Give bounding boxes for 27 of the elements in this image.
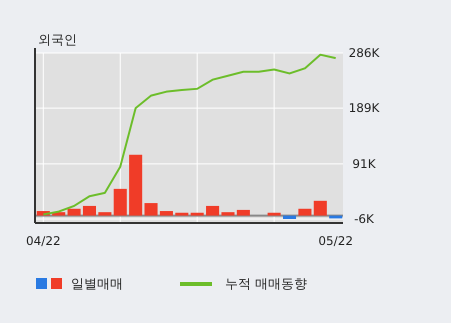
bar: [221, 212, 235, 216]
bar: [129, 154, 142, 216]
y-tick-label: 91K: [352, 156, 377, 171]
legend-label: 일별매매: [71, 277, 123, 292]
legend-label: 누적 매매동향: [225, 277, 308, 292]
bar: [144, 203, 158, 216]
line-series: [42, 54, 337, 216]
bar: [82, 206, 96, 216]
bar: [114, 188, 127, 216]
bar: [206, 206, 220, 216]
bar: [282, 216, 296, 219]
bar: [329, 216, 342, 218]
bar: [268, 212, 281, 216]
bar: [298, 208, 312, 216]
x-tick-label: 05/22: [318, 234, 353, 248]
bar: [68, 208, 81, 216]
bar: [190, 212, 204, 216]
x-tick-label: 04/22: [26, 234, 61, 248]
y-tick-label: 286K: [348, 46, 381, 60]
bar: [98, 212, 112, 216]
y-tick-label: 189K: [348, 101, 381, 116]
chart-title: 외국인: [38, 33, 77, 48]
bar: [175, 212, 188, 216]
bar: [314, 200, 327, 216]
y-tick-label: -6K: [354, 212, 376, 226]
bar: [160, 211, 173, 216]
bar: [236, 210, 250, 216]
